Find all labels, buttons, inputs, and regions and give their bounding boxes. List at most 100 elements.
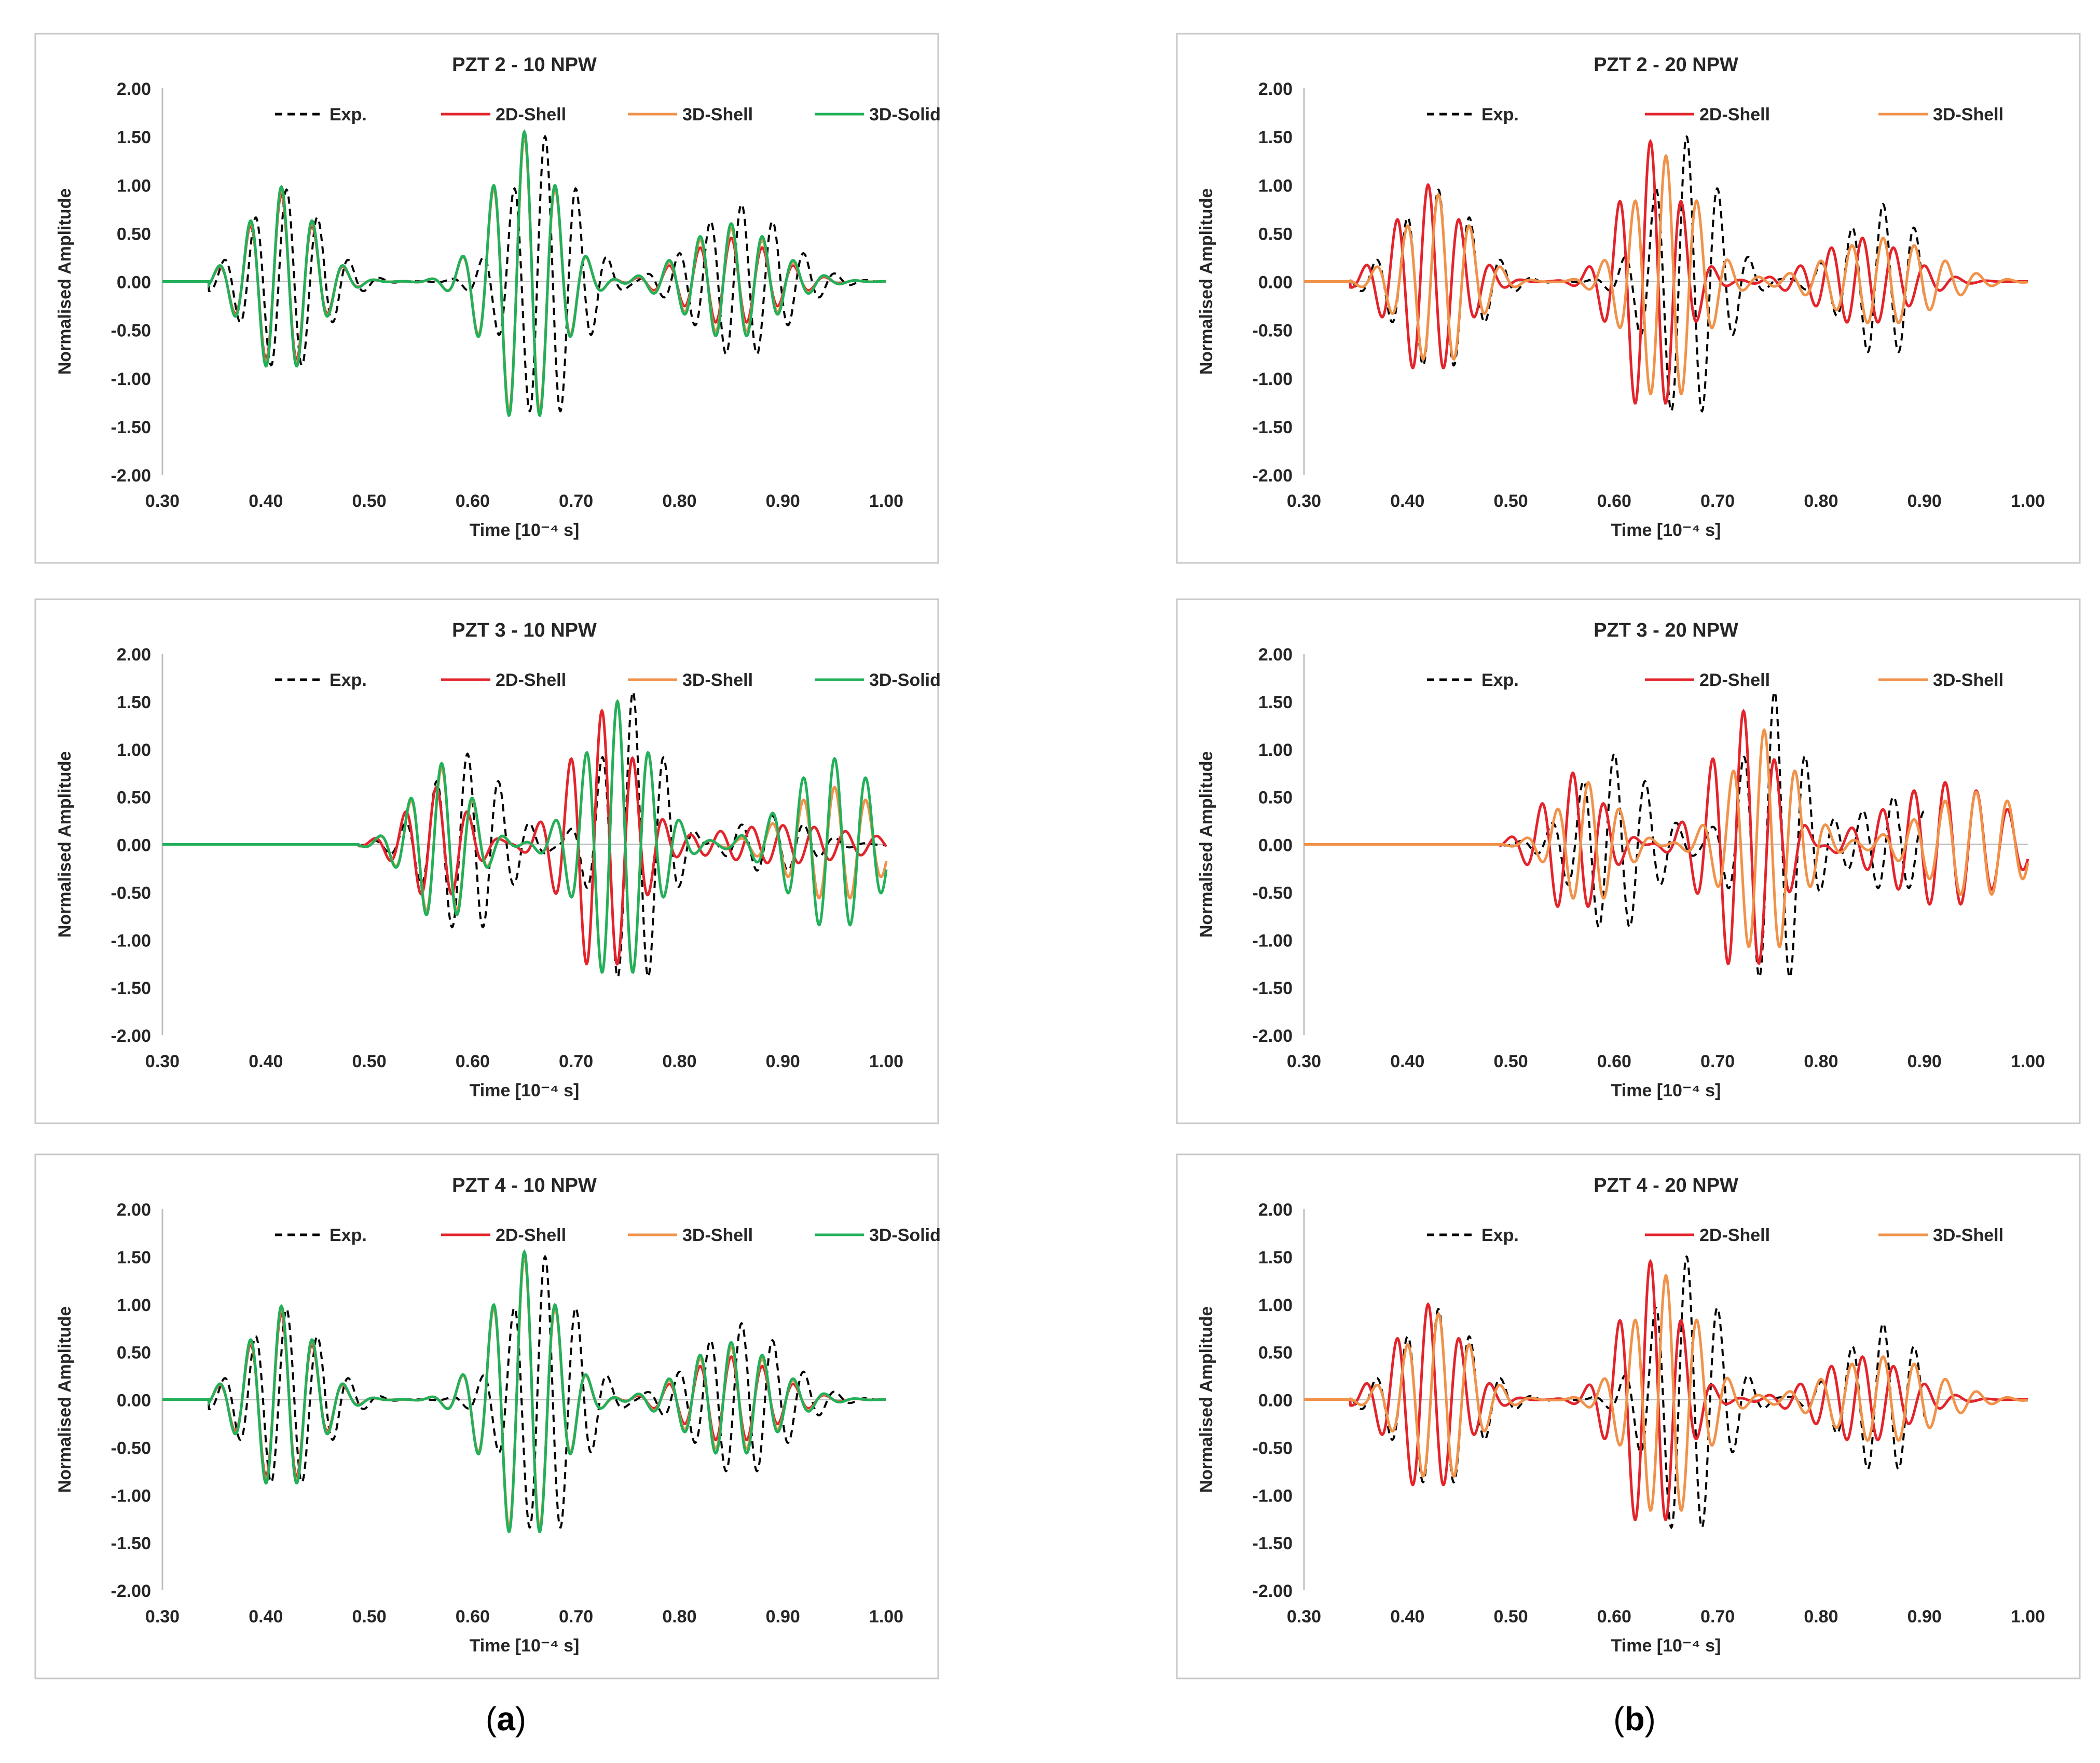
y-tick-label: 0.50 bbox=[117, 1343, 151, 1363]
y-tick-label: -0.50 bbox=[111, 883, 152, 903]
x-tick-label: 0.60 bbox=[456, 1607, 490, 1627]
x-tick-label: 0.40 bbox=[249, 1052, 283, 1071]
x-tick-label: 0.50 bbox=[352, 491, 386, 511]
series-line-3d-solid bbox=[162, 699, 888, 974]
y-axis-label: Normalised Amplitude bbox=[55, 751, 75, 938]
y-tick-label: 1.00 bbox=[1258, 740, 1293, 760]
x-tick-label: 0.40 bbox=[249, 491, 283, 511]
y-tick-label: -0.50 bbox=[1253, 883, 1293, 903]
x-tick-label: 0.80 bbox=[662, 1607, 696, 1627]
y-tick-label: 1.50 bbox=[117, 128, 151, 147]
x-axis-label: Time [10⁻⁴ s] bbox=[1611, 520, 1721, 540]
y-tick-label: 1.00 bbox=[117, 176, 151, 196]
x-tick-label: 0.90 bbox=[1907, 1607, 1942, 1627]
y-tick-label: 1.00 bbox=[1258, 1296, 1293, 1315]
x-tick-label: 1.00 bbox=[869, 491, 903, 511]
series-line-2d-shell bbox=[1304, 139, 2028, 405]
x-tick-label: 0.70 bbox=[559, 1607, 593, 1627]
y-tick-label: -2.00 bbox=[1253, 1026, 1293, 1046]
x-tick-label: 0.50 bbox=[1493, 1052, 1528, 1071]
x-tick-label: 0.70 bbox=[559, 491, 593, 511]
legend-label: Exp. bbox=[330, 1225, 367, 1245]
legend-label: 2D-Shell bbox=[1699, 1225, 1770, 1245]
y-tick-label: 1.00 bbox=[1258, 176, 1293, 196]
series-line-3d-shell bbox=[1304, 1273, 2028, 1512]
x-tick-label: 0.90 bbox=[766, 491, 800, 511]
legend-label: Exp. bbox=[1481, 670, 1519, 690]
x-tick-label: 0.30 bbox=[1287, 1607, 1321, 1627]
x-tick-label: 1.00 bbox=[2011, 1607, 2045, 1627]
y-tick-label: 2.00 bbox=[1258, 79, 1293, 99]
legend-label: 3D-Shell bbox=[682, 670, 753, 690]
chart-title: PZT 4 - 10 NPW bbox=[452, 1175, 597, 1196]
legend-label: Exp. bbox=[1481, 1225, 1519, 1245]
y-axis-label: Normalised Amplitude bbox=[1197, 188, 1216, 375]
series-line-3d-solid bbox=[162, 1249, 886, 1534]
chart-panel-6: PZT 4 - 20 NPW 2.00 1.50 1.00 0.50 0.00 -0.50 -… bbox=[1176, 1153, 2081, 1679]
x-tick-label: 0.70 bbox=[559, 1052, 593, 1071]
y-tick-label: 0.50 bbox=[1258, 224, 1293, 244]
y-tick-label: 1.50 bbox=[1258, 128, 1293, 147]
y-tick-label: 0.00 bbox=[117, 273, 151, 293]
series-line-3d-shell bbox=[1304, 154, 2028, 396]
chart-panel-2: PZT 2 - 20 NPW 2.00 1.50 1.00 0.50 0.00 -0.50 -… bbox=[1176, 33, 2081, 564]
y-tick-label: 0.00 bbox=[117, 836, 151, 856]
x-tick-label: 0.70 bbox=[1700, 1607, 1735, 1627]
y-tick-label: 1.50 bbox=[117, 693, 151, 712]
caption-b: (b) bbox=[1613, 1700, 1656, 1738]
x-tick-label: 0.50 bbox=[1493, 1607, 1528, 1627]
x-tick-label: 0.80 bbox=[1804, 491, 1838, 511]
y-tick-label: -1.50 bbox=[1253, 418, 1293, 437]
chart-title: PZT 4 - 20 NPW bbox=[1594, 1175, 1738, 1196]
y-axis-label: Normalised Amplitude bbox=[1197, 1306, 1216, 1493]
y-tick-label: -2.00 bbox=[111, 1581, 152, 1601]
legend-label: 3D-Solid bbox=[869, 1225, 941, 1245]
legend-label: 2D-Shell bbox=[1699, 105, 1770, 125]
legend-label: 2D-Shell bbox=[496, 105, 566, 125]
y-tick-label: -2.00 bbox=[1253, 1581, 1293, 1601]
legend-label: 3D-Solid bbox=[869, 670, 941, 690]
chart-grid: PZT 2 - 10 NPW 2.00 1.50 1.00 0.50 0.00 -0.50 -… bbox=[34, 33, 2081, 1679]
x-tick-label: 0.80 bbox=[1804, 1607, 1838, 1627]
chart-title: PZT 3 - 20 NPW bbox=[1594, 619, 1738, 641]
legend-label: Exp. bbox=[330, 105, 367, 125]
x-tick-label: 0.50 bbox=[352, 1052, 386, 1071]
y-tick-label: 0.00 bbox=[1258, 1391, 1293, 1411]
chart-title: PZT 2 - 10 NPW bbox=[452, 54, 597, 76]
chart-panel-4: PZT 3 - 20 NPW 2.00 1.50 1.00 0.50 0.00 -0.50 -… bbox=[1176, 598, 2081, 1124]
y-tick-label: 0.00 bbox=[1258, 273, 1293, 293]
x-tick-label: 0.50 bbox=[1493, 491, 1528, 511]
y-tick-label: -1.00 bbox=[1253, 369, 1293, 389]
y-tick-label: -1.50 bbox=[111, 1534, 152, 1553]
legend-label: Exp. bbox=[1481, 105, 1519, 125]
x-tick-label: 1.00 bbox=[2011, 1052, 2045, 1071]
y-tick-label: 0.00 bbox=[117, 1391, 151, 1411]
x-axis-label: Time [10⁻⁴ s] bbox=[1611, 1081, 1721, 1100]
x-axis-label: Time [10⁻⁴ s] bbox=[470, 520, 580, 540]
series-line-exp- bbox=[162, 1255, 886, 1529]
y-tick-label: 2.00 bbox=[117, 645, 151, 665]
legend-label: 3D-Shell bbox=[1933, 670, 2003, 690]
legend-label: 3D-Shell bbox=[682, 1225, 753, 1245]
legend-label: 2D-Shell bbox=[1699, 670, 1770, 690]
x-tick-label: 0.90 bbox=[766, 1052, 800, 1071]
legend-label: 2D-Shell bbox=[496, 670, 566, 690]
y-axis-label: Normalised Amplitude bbox=[55, 188, 75, 375]
x-tick-label: 0.40 bbox=[1390, 491, 1424, 511]
y-tick-label: -0.50 bbox=[111, 1438, 152, 1458]
x-tick-label: 0.40 bbox=[1390, 1607, 1424, 1627]
y-tick-label: 1.00 bbox=[117, 1296, 151, 1315]
x-tick-label: 0.30 bbox=[145, 491, 180, 511]
x-tick-label: 0.70 bbox=[1700, 491, 1735, 511]
x-tick-label: 0.90 bbox=[766, 1607, 800, 1627]
y-tick-label: -1.00 bbox=[111, 369, 152, 389]
y-tick-label: -1.50 bbox=[111, 979, 152, 998]
y-tick-label: 0.50 bbox=[1258, 788, 1293, 808]
legend-label: Exp. bbox=[330, 670, 367, 690]
y-tick-label: -2.00 bbox=[111, 1026, 152, 1046]
y-tick-label: -1.50 bbox=[1253, 1534, 1293, 1553]
chart-title: PZT 3 - 10 NPW bbox=[452, 619, 597, 641]
y-tick-label: -1.50 bbox=[111, 418, 152, 437]
x-tick-label: 0.30 bbox=[145, 1052, 180, 1071]
